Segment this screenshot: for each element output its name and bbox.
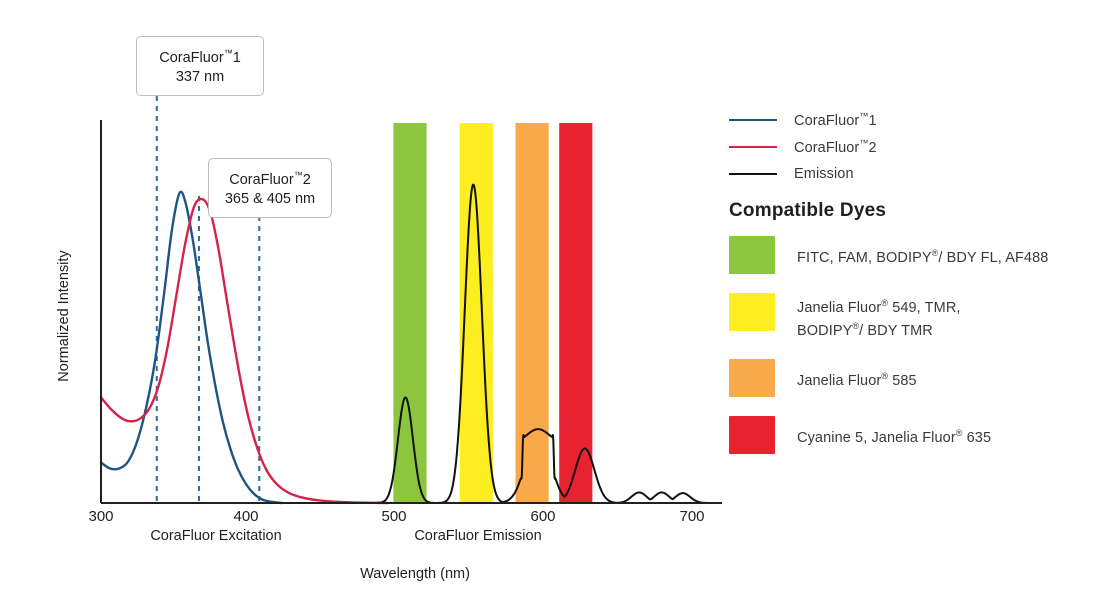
legend-line-swatch [729,172,777,175]
marker-line-group [155,86,261,503]
callout1-num: 1 [232,49,241,66]
callout2-tm: ™ [293,170,303,180]
dye-item-label: Janelia Fluor® 585 [797,370,917,389]
compatible-dyes-list: FITC, FAM, BODIPY®/ BDY FL, AF488 Janelia… [729,236,1099,473]
callout-corafluor-2: CoraFluor™2 365 & 405 nm [208,158,332,218]
dye-item: Janelia Fluor® 585 [729,358,1099,397]
x-tick-600: 600 [530,508,556,525]
dye-color-swatch [729,415,775,454]
orange-band [515,123,549,503]
dye-item-label: FITC, FAM, BODIPY®/ BDY FL, AF488 [797,248,1049,266]
callout2-value: 365 & 405 nm [224,190,316,207]
dye-band-group [393,123,593,503]
callout2-title: CoraFluor [229,171,294,188]
legend-item: CoraFluor™1 [729,106,1089,133]
compatible-dyes-heading: Compatible Dyes [729,200,887,221]
emission-region-label: CoraFluor Emission [414,528,542,544]
dye-color-swatch [729,293,775,331]
red-band [559,123,593,503]
x-tick-700: 700 [679,508,705,525]
legend-line-swatch [729,118,777,121]
series-path-corafluor1 [99,190,284,505]
callout1-title: CoraFluor [159,49,224,66]
y-axis-title: Normalized Intensity [56,250,72,382]
dye-color-swatch [729,236,775,274]
x-axis-title: Wavelength (nm) [360,566,470,582]
x-tick-500: 500 [381,508,407,525]
legend-item-label: Emission [794,165,854,182]
dye-item-label: Janelia Fluor® 549, TMR, BODIPY®/ BDY TMR [797,298,961,339]
dye-item: Cyanine 5, Janelia Fluor® 635 [729,415,1099,454]
callout1-value: 337 nm [175,68,225,85]
legend-item: CoraFluor™2 [729,133,1089,160]
excitation-region-label: CoraFluor Excitation [150,528,282,544]
callout2-num: 2 [302,171,311,188]
legend-line-swatch [729,145,777,148]
legend-item: Emission [729,160,1089,187]
legend-item-label: CoraFluor™2 [794,137,877,156]
callout1-tm: ™ [223,48,233,58]
chart-legend: CoraFluor™1 CoraFluor™2 Emission [729,106,1089,187]
callout-corafluor-1: CoraFluor™1 337 nm [136,36,264,96]
dye-item: Janelia Fluor® 549, TMR, BODIPY®/ BDY TMR [729,293,1099,340]
x-tick-400: 400 [233,508,259,525]
legend-item-label: CoraFluor™1 [794,110,877,129]
dye-item-label: Cyanine 5, Janelia Fluor® 635 [797,427,992,446]
green-band [393,123,427,503]
dye-color-swatch [729,358,775,397]
series-path-corafluor2 [99,197,389,505]
dye-item: FITC, FAM, BODIPY®/ BDY FL, AF488 [729,236,1099,274]
x-tick-300: 300 [88,508,114,525]
